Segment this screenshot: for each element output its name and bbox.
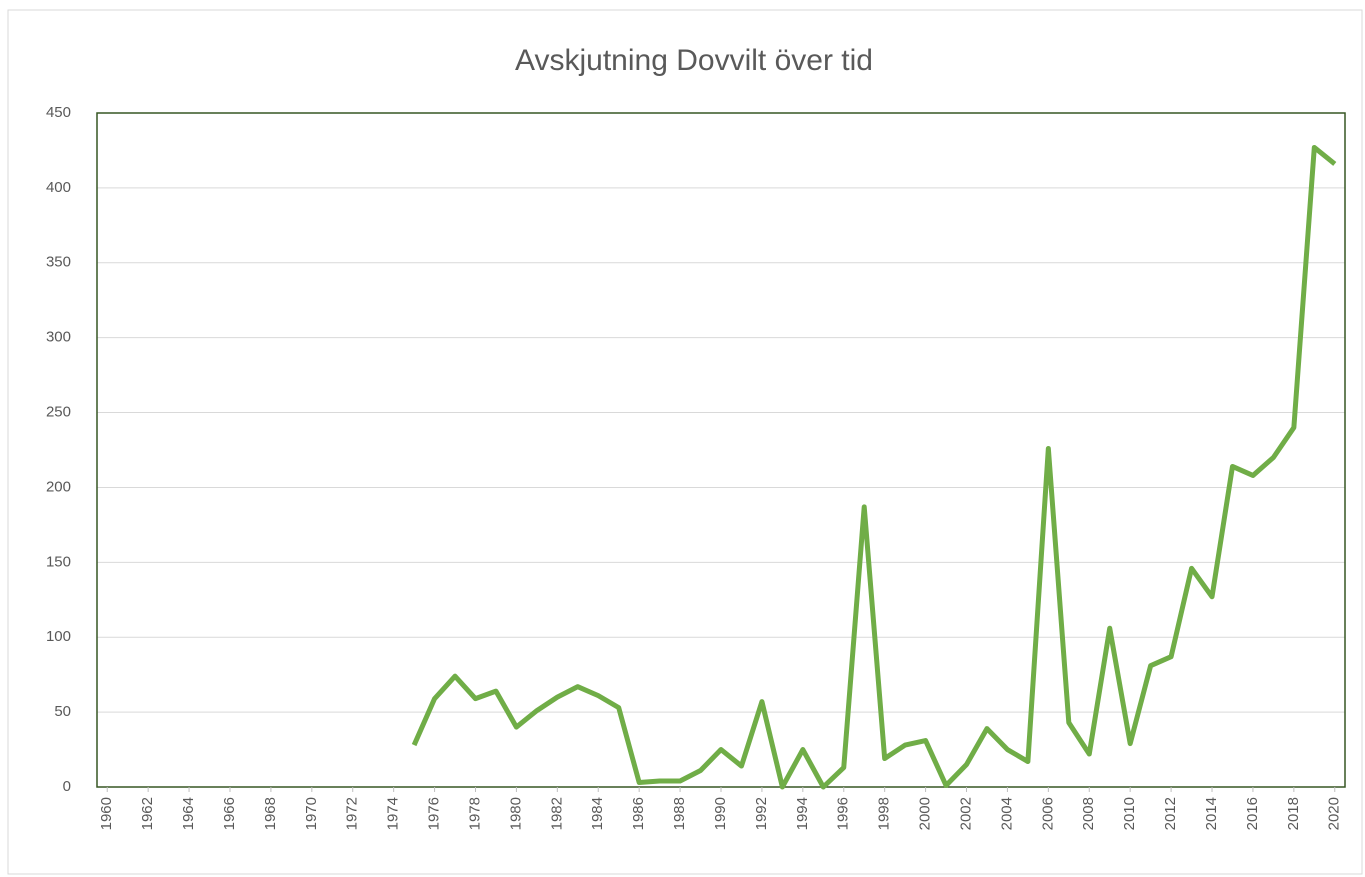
x-tick-label: 1982 (548, 797, 565, 830)
x-tick-label: 1970 (303, 797, 320, 830)
x-tick-label: 2014 (1203, 797, 1220, 830)
x-tick-label: 1966 (221, 797, 238, 830)
x-tick-label: 1980 (507, 797, 524, 830)
x-tick-label: 1962 (139, 797, 156, 830)
x-tick-label: 2016 (1244, 797, 1261, 830)
x-tick-label: 2008 (1080, 797, 1097, 830)
y-tick-label: 350 (46, 254, 71, 271)
y-tick-label: 100 (46, 628, 71, 645)
y-tick-label: 400 (46, 179, 71, 196)
y-tick-label: 150 (46, 553, 71, 570)
x-tick-label: 2018 (1285, 797, 1302, 830)
x-tick-label: 1994 (794, 797, 811, 830)
x-tick-label: 1960 (98, 797, 115, 830)
y-tick-label: 300 (46, 329, 71, 346)
data-line (411, 144, 1337, 790)
x-tick-label: 1972 (344, 797, 361, 830)
x-tick-label: 1984 (589, 797, 606, 830)
x-tick-label: 1986 (630, 797, 647, 830)
x-tick-label: 1998 (876, 797, 893, 830)
x-tick-label: 1988 (671, 797, 688, 830)
x-tick-label: 2004 (998, 797, 1015, 830)
x-tick-label: 1974 (385, 797, 402, 830)
chart-frame (7, 9, 1363, 875)
y-tick-label: 450 (46, 104, 71, 121)
x-tick-label: 1976 (426, 797, 443, 830)
x-tick-label: 2000 (917, 797, 934, 830)
y-tick-label: 200 (46, 478, 71, 495)
x-tick-label: 2010 (1121, 797, 1138, 830)
x-tick-label: 1992 (753, 797, 770, 830)
x-tick-label: 1996 (835, 797, 852, 830)
y-tick-label: 50 (54, 703, 71, 720)
x-tick-label: 2002 (957, 797, 974, 830)
x-tick-label: 2020 (1326, 797, 1343, 830)
x-tick-label: 2012 (1162, 797, 1179, 830)
y-tick-label: 0 (63, 778, 71, 795)
chart-title: Avskjutning Dovvilt över tid (515, 44, 873, 77)
x-tick-label: 1990 (712, 797, 729, 830)
x-tick-label: 1978 (466, 797, 483, 830)
x-tick-label: 1968 (262, 797, 279, 830)
y-tick-label: 250 (46, 404, 71, 421)
x-tick-label: 2006 (1039, 797, 1056, 830)
x-tick-label: 1964 (180, 797, 197, 830)
